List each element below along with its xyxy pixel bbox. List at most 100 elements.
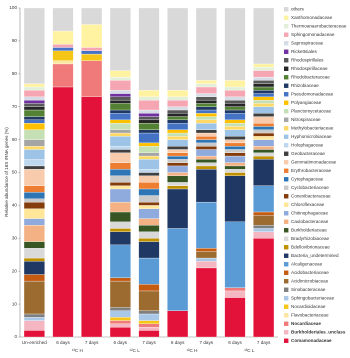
legend-swatch bbox=[284, 75, 289, 80]
bar-segment bbox=[138, 99, 160, 111]
bar-segment bbox=[224, 103, 246, 107]
legend-label: others bbox=[291, 6, 304, 11]
bar-segment bbox=[23, 96, 45, 101]
bar-segment bbox=[224, 139, 246, 144]
legend-swatch bbox=[284, 134, 289, 139]
legend-swatch bbox=[284, 202, 289, 207]
bar-segment bbox=[253, 93, 275, 97]
legend-label: Rhodospirillales bbox=[291, 57, 324, 62]
bar-segment bbox=[138, 330, 160, 338]
legend-swatch bbox=[284, 168, 289, 173]
bar-segment bbox=[253, 136, 275, 140]
bar-segment bbox=[52, 86, 74, 338]
legend-label: Cyclobacteriaceae bbox=[291, 185, 329, 190]
legend-swatch bbox=[284, 160, 289, 165]
bar-segment bbox=[138, 241, 160, 259]
bar-segment bbox=[109, 169, 131, 176]
legend-swatch bbox=[284, 126, 289, 131]
bar-segment bbox=[253, 96, 275, 101]
legend-label: Rhodospirillaceae bbox=[291, 66, 328, 71]
bar-segment bbox=[253, 76, 275, 81]
bar-segment bbox=[138, 208, 160, 219]
bar-segment bbox=[224, 155, 246, 163]
bar-segment bbox=[109, 90, 131, 94]
x-tick-label: 6 days bbox=[114, 340, 128, 345]
bar-segment bbox=[253, 106, 275, 114]
legend-swatch bbox=[284, 41, 289, 46]
legend-label: Planctomycetaceae bbox=[291, 108, 332, 113]
bar-segment bbox=[167, 159, 189, 163]
bar-segment bbox=[23, 90, 45, 97]
bar-segment bbox=[167, 106, 189, 111]
legend-swatch bbox=[284, 228, 289, 233]
bar-segment bbox=[23, 218, 45, 226]
bar-segment bbox=[195, 7, 217, 81]
x-tick-label: 7 days bbox=[257, 340, 271, 345]
bar-segment bbox=[52, 47, 74, 51]
legend-label: Acidimicrobiaceae bbox=[291, 278, 329, 283]
legend-swatch bbox=[284, 49, 289, 54]
legend-label: Pseudomonadaceae bbox=[291, 91, 334, 96]
bar-segment bbox=[224, 142, 246, 147]
legend-swatch bbox=[284, 330, 289, 335]
y-tick-label: 90 bbox=[12, 38, 18, 43]
legend-label: Rickettsiales bbox=[291, 49, 317, 54]
bar-segment bbox=[167, 96, 189, 101]
bar-segment bbox=[224, 172, 246, 176]
bar-segment bbox=[167, 139, 189, 147]
bar-segment bbox=[109, 326, 131, 338]
bar-segment bbox=[253, 231, 275, 239]
bar-segment bbox=[253, 132, 275, 137]
bar-segment bbox=[224, 123, 246, 127]
bar-segment bbox=[195, 169, 217, 203]
legend-swatch bbox=[284, 253, 289, 258]
bar-segment bbox=[167, 152, 189, 157]
bar-segment bbox=[23, 330, 45, 338]
bar-segment bbox=[138, 238, 160, 242]
bar-segment bbox=[138, 284, 160, 292]
bar-segment bbox=[253, 103, 275, 107]
legend-label: Rhodobacteraceae bbox=[291, 74, 330, 79]
legend-label: Polyangiaceae bbox=[291, 100, 322, 105]
bar-segment bbox=[195, 86, 217, 94]
bar-segment bbox=[167, 129, 189, 134]
bar-segment bbox=[195, 149, 217, 157]
bar-segment bbox=[167, 119, 189, 124]
bar-segment bbox=[109, 109, 131, 114]
bar-segment bbox=[23, 192, 45, 199]
legend-label: Alcaligenaceae bbox=[291, 261, 323, 266]
bar-segment bbox=[81, 50, 103, 55]
bar-segment bbox=[253, 70, 275, 78]
bar-segment bbox=[224, 126, 246, 130]
bar-segment bbox=[23, 280, 45, 315]
y-tick-label: 20 bbox=[12, 268, 18, 273]
bar-segment bbox=[23, 129, 45, 140]
bar-segment bbox=[23, 109, 45, 117]
group-label: ¹²C H bbox=[187, 348, 198, 353]
legend-swatch bbox=[284, 66, 289, 71]
bar-segment bbox=[138, 224, 160, 232]
bar-segment bbox=[224, 99, 246, 104]
x-tick-label: Un-enriched bbox=[22, 340, 47, 345]
bar-segment bbox=[23, 146, 45, 150]
bar-segment bbox=[138, 195, 160, 203]
bar-segment bbox=[253, 224, 275, 229]
bar-segment bbox=[23, 224, 45, 242]
bar-segment bbox=[224, 80, 246, 88]
bar-segment bbox=[109, 99, 131, 104]
bar-segment bbox=[224, 113, 246, 121]
bar-segment bbox=[23, 159, 45, 167]
bar-segment bbox=[224, 136, 246, 140]
bar-segment bbox=[253, 129, 275, 134]
bar-segment bbox=[138, 201, 160, 206]
bar-segment bbox=[195, 99, 217, 104]
bar-segment bbox=[253, 80, 275, 84]
bar-segment bbox=[138, 175, 160, 183]
legend-label: Bradyrhizobiaceae bbox=[291, 236, 329, 241]
bar-segment bbox=[23, 169, 45, 186]
bar-segment bbox=[224, 146, 246, 150]
bar-segment bbox=[109, 307, 131, 311]
bar-segment bbox=[167, 172, 189, 176]
bar-segment bbox=[167, 182, 189, 186]
bar-segment bbox=[253, 63, 275, 68]
